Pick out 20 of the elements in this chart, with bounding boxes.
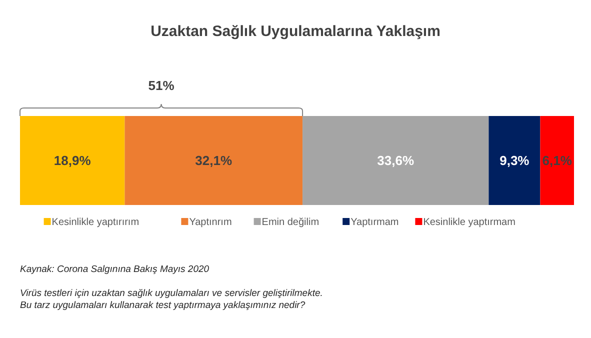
text: Kaynak: Corona Salgınına Bakış Mayıs 2020 [20,264,210,275]
data-label: 33,6% [377,153,414,168]
data-label: 18,9% [54,153,92,168]
legend-label: Emin değilim [262,217,320,228]
text: Bu tarz uygulamaları kullanarak test yaptırmaya yaklaşımınız nedir? [20,300,306,311]
bar [124,116,303,205]
text: Virüs testleri için uzaktan sağlık uygulamaları ve servisler geliştirilmekte. [20,288,323,299]
data-label: 6,1% [542,153,572,168]
legend-label: Kesinlikle yaptırmam [423,217,516,228]
text: 51% [148,78,175,93]
bar [488,116,540,205]
bar [20,116,125,205]
legend-label: Yaptırmam [350,217,399,228]
data-label: 9,3% [500,153,530,168]
bar [302,116,489,205]
legend-label: Yaptınrım [189,217,232,228]
data-label: 32,1% [195,153,232,168]
legend-label: Kesinlikle yaptırırım [52,217,140,228]
bar [540,116,574,205]
chart-title: Uzaktan Sağlık Uygulamalarına Yaklaşım [150,23,440,40]
